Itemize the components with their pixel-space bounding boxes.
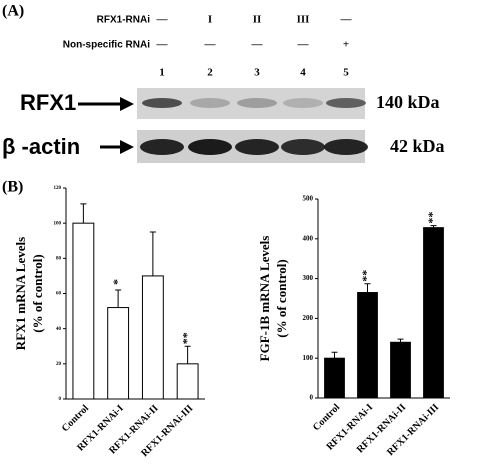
lane-cell: —	[340, 14, 353, 26]
significance: **	[425, 212, 439, 224]
lane-cell: —	[156, 14, 169, 26]
error-bar	[80, 203, 87, 224]
lane-number: 2	[207, 67, 213, 79]
y-tick-label: 100	[54, 221, 62, 226]
row-label: Non-specific RNAi	[63, 40, 150, 51]
band	[188, 139, 232, 155]
band	[140, 139, 184, 155]
panel-label: (A)	[2, 3, 24, 20]
lane-cell: —	[156, 39, 169, 51]
band	[235, 139, 279, 155]
error-bar	[184, 345, 191, 364]
bar	[107, 307, 130, 400]
blot-name: RFX1	[20, 90, 76, 115]
significance: **	[359, 270, 373, 282]
y-tick-label: 0	[310, 394, 314, 402]
band	[281, 139, 325, 155]
bar	[176, 363, 199, 400]
bar	[357, 292, 378, 399]
x-tick-label: Control	[60, 403, 91, 434]
significance: *	[110, 279, 124, 285]
error-bar	[331, 351, 338, 359]
band	[324, 139, 368, 155]
blot-size: 42 kDa	[390, 136, 445, 156]
error-bar	[430, 225, 437, 228]
y-tick-label: 20	[56, 362, 62, 367]
y-tick-label: 0	[59, 397, 62, 402]
band	[190, 98, 230, 108]
y-axis-label: RFX1 mRNA Levels	[13, 237, 28, 350]
y-axis-label: (% of control)	[30, 254, 45, 332]
error-bar	[397, 338, 404, 343]
lane-cell: +	[343, 39, 349, 51]
lane-number: 1	[159, 67, 165, 79]
y-tick-label: 200	[303, 314, 314, 322]
panel-label: (B)	[2, 179, 23, 196]
lane-number: 5	[343, 67, 349, 79]
lane-cell: —	[297, 39, 310, 51]
lane-cell: II	[253, 14, 262, 26]
bar	[141, 275, 164, 400]
band	[283, 98, 323, 108]
error-bar	[115, 289, 122, 308]
error-bar	[364, 283, 371, 293]
lane-cell: —	[204, 39, 217, 51]
bar	[324, 357, 345, 399]
y-tick-label: 400	[303, 234, 314, 242]
bar	[390, 341, 411, 399]
lane-cell: I	[208, 14, 212, 26]
lane-number: 3	[254, 67, 260, 79]
y-axis-label: (% of control)	[274, 259, 289, 337]
lane-number: 4	[300, 67, 306, 79]
band	[326, 98, 366, 108]
y-axis-label: FGF-1B mRNA Levels	[257, 236, 272, 362]
y-tick-label: 60	[56, 292, 62, 297]
error-bar	[149, 231, 156, 276]
row-label: RFX1-RNAi	[97, 15, 151, 26]
bar	[72, 222, 95, 400]
lane-cell: III	[297, 14, 310, 26]
x-tick-label: Control	[311, 402, 342, 433]
y-tick-label: 300	[303, 274, 314, 282]
bar	[423, 227, 444, 399]
y-tick-label: 500	[303, 195, 314, 203]
band	[237, 98, 277, 108]
band	[142, 98, 182, 108]
y-tick-label: 100	[303, 354, 314, 362]
arrow	[78, 97, 134, 154]
significance: **	[179, 332, 193, 344]
blot-size: 140 kDa	[376, 92, 440, 112]
blot-name: β -actin	[2, 134, 80, 159]
lane-cell: —	[251, 39, 264, 51]
y-tick-label: 40	[56, 327, 62, 332]
y-tick-label: 80	[56, 256, 62, 261]
y-tick-label: 120	[54, 186, 62, 191]
